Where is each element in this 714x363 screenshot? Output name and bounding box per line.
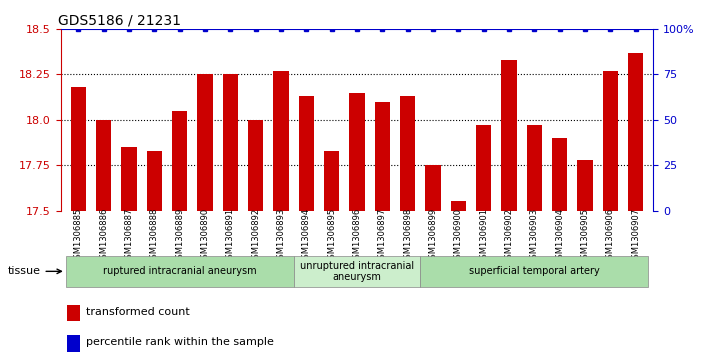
Bar (324, 151, 339, 211)
Bar (476, 125, 491, 211)
Text: GSM1306890: GSM1306890 (201, 208, 209, 264)
Text: GSM1306905: GSM1306905 (580, 208, 590, 264)
Text: GSM1306891: GSM1306891 (226, 208, 235, 264)
Text: GSM1306896: GSM1306896 (353, 208, 361, 264)
Bar (501, 60, 516, 211)
Text: tissue: tissue (8, 266, 61, 276)
Bar (552, 138, 567, 211)
Bar (66, 305, 80, 322)
Text: transformed count: transformed count (86, 307, 189, 317)
Text: GSM1306901: GSM1306901 (479, 208, 488, 264)
FancyBboxPatch shape (421, 256, 648, 287)
Text: unruptured intracranial
aneurysm: unruptured intracranial aneurysm (300, 261, 414, 282)
Text: GSM1306889: GSM1306889 (175, 208, 184, 264)
Text: GSM1306897: GSM1306897 (378, 208, 387, 264)
Text: ruptured intracranial aneurysm: ruptured intracranial aneurysm (103, 266, 256, 276)
Text: GSM1306885: GSM1306885 (74, 208, 83, 264)
Text: GSM1306893: GSM1306893 (276, 208, 286, 264)
Text: GSM1306907: GSM1306907 (631, 208, 640, 264)
Bar (248, 120, 263, 211)
Text: GSM1306886: GSM1306886 (99, 208, 109, 264)
Text: GSM1306895: GSM1306895 (327, 208, 336, 264)
Bar (198, 74, 213, 211)
FancyBboxPatch shape (66, 256, 293, 287)
Bar (349, 93, 365, 211)
Text: GSM1306902: GSM1306902 (505, 208, 513, 264)
Bar (223, 74, 238, 211)
Text: superficial temporal artery: superficial temporal artery (469, 266, 600, 276)
Bar (96, 120, 111, 211)
Bar (426, 165, 441, 211)
Text: GSM1306904: GSM1306904 (555, 208, 564, 264)
Bar (400, 96, 416, 211)
Bar (172, 111, 187, 211)
Bar (451, 201, 466, 211)
Bar (273, 71, 288, 211)
Bar (375, 102, 390, 211)
Text: GSM1306900: GSM1306900 (454, 208, 463, 264)
Text: GSM1306894: GSM1306894 (302, 208, 311, 264)
Text: GSM1306906: GSM1306906 (605, 208, 615, 264)
Bar (71, 87, 86, 211)
Bar (147, 151, 162, 211)
Bar (66, 335, 80, 351)
Bar (603, 71, 618, 211)
Text: GSM1306892: GSM1306892 (251, 208, 260, 264)
Bar (628, 53, 643, 211)
Bar (298, 96, 314, 211)
FancyBboxPatch shape (293, 256, 421, 287)
Text: GSM1306888: GSM1306888 (150, 208, 159, 264)
Text: GSM1306899: GSM1306899 (428, 208, 438, 264)
Text: GSM1306898: GSM1306898 (403, 208, 412, 264)
Text: percentile rank within the sample: percentile rank within the sample (86, 337, 273, 347)
Bar (121, 147, 136, 211)
Text: GSM1306903: GSM1306903 (530, 208, 539, 264)
Text: GDS5186 / 21231: GDS5186 / 21231 (58, 14, 181, 28)
Bar (527, 125, 542, 211)
Bar (578, 160, 593, 211)
Text: GSM1306887: GSM1306887 (124, 208, 134, 264)
